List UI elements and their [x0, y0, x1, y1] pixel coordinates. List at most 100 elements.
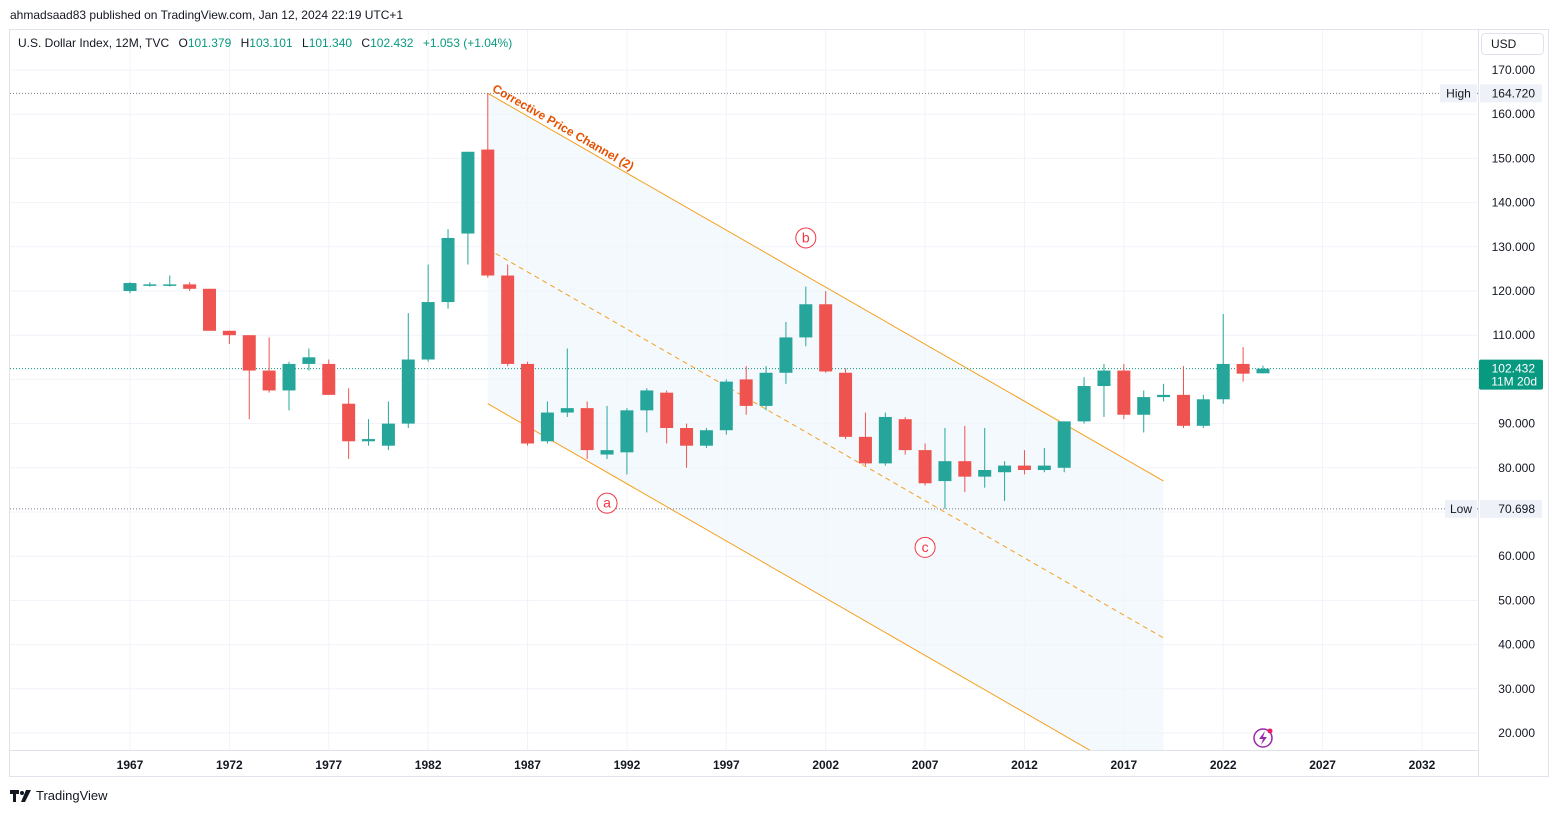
footer-brand[interactable]: TradingView — [10, 788, 108, 803]
change-value: +1.053 (+1.04%) — [422, 36, 513, 50]
open-label: O — [178, 36, 188, 50]
candle-body[interactable] — [362, 439, 376, 442]
low-value: 70.698 — [1498, 502, 1535, 516]
candle-body[interactable] — [1117, 370, 1131, 415]
x-tick-label: 2032 — [1409, 758, 1436, 772]
candle-body[interactable] — [739, 379, 753, 406]
candle-body[interactable] — [719, 381, 733, 431]
x-tick-label: 2017 — [1110, 758, 1137, 772]
candle-body[interactable] — [1176, 394, 1190, 426]
candle-body[interactable] — [1037, 465, 1051, 471]
x-tick-label: 2027 — [1309, 758, 1336, 772]
candle-body[interactable] — [839, 372, 853, 437]
x-tick-label: 2002 — [812, 758, 839, 772]
candle-body[interactable] — [540, 412, 554, 442]
candle-body[interactable] — [461, 151, 475, 234]
low-value: 101.340 — [308, 36, 353, 50]
low-label: Low — [1450, 502, 1472, 516]
candle-body[interactable] — [898, 419, 912, 451]
close-label: C — [361, 36, 371, 50]
x-tick-label: 1977 — [315, 758, 342, 772]
channel-median-line[interactable] — [487, 248, 1164, 639]
high-value: 164.720 — [1492, 86, 1536, 100]
candle-body[interactable] — [660, 392, 674, 429]
candle-body[interactable] — [978, 470, 992, 477]
candle-body[interactable] — [998, 465, 1012, 473]
candle-body[interactable] — [342, 403, 356, 442]
channel-lower-line[interactable] — [487, 403, 1164, 793]
wave-label-a: a — [603, 495, 611, 511]
y-tick-label: 50.000 — [1498, 593, 1535, 607]
y-tick-label: 90.000 — [1498, 417, 1535, 431]
candle-body[interactable] — [918, 450, 932, 484]
candle-body[interactable] — [123, 283, 137, 291]
candle-body[interactable] — [1057, 421, 1071, 468]
y-tick-label: 80.000 — [1498, 461, 1535, 475]
candle-body[interactable] — [441, 237, 455, 303]
candle-body[interactable] — [322, 363, 336, 395]
symbol-name[interactable]: U.S. Dollar Index, 12M, TVC — [18, 36, 170, 50]
candle-body[interactable] — [262, 370, 276, 391]
candle-body[interactable] — [958, 461, 972, 477]
candle-body[interactable] — [521, 363, 535, 444]
candle-body[interactable] — [1097, 370, 1111, 387]
x-tick-label: 1967 — [117, 758, 144, 772]
low-value-bg — [1480, 499, 1542, 518]
candle-body[interactable] — [819, 304, 833, 372]
candle-body[interactable] — [1236, 363, 1250, 374]
wave-label-circle[interactable] — [914, 536, 936, 558]
candle-body[interactable] — [1157, 394, 1171, 398]
candle-body[interactable] — [143, 284, 157, 286]
candle-body[interactable] — [1196, 399, 1210, 426]
candle-body[interactable] — [222, 330, 236, 336]
x-tick-label: 2022 — [1210, 758, 1237, 772]
y-tick-label: 60.000 — [1498, 549, 1535, 563]
candle-body[interactable] — [203, 288, 217, 331]
lightning-icon[interactable] — [1253, 728, 1273, 748]
candle-body[interactable] — [580, 408, 594, 451]
x-tick-label: 1997 — [713, 758, 740, 772]
x-tick-label: 1992 — [614, 758, 641, 772]
y-tick-label: 20.000 — [1498, 726, 1535, 740]
candle-body[interactable] — [1077, 386, 1091, 422]
footer-brand-label: TradingView — [36, 788, 108, 803]
candle-body[interactable] — [163, 284, 177, 286]
candle-body[interactable] — [560, 408, 574, 413]
candle-body[interactable] — [600, 450, 614, 455]
candle-body[interactable] — [1216, 363, 1230, 400]
candle-body[interactable] — [799, 304, 813, 338]
candle-body[interactable] — [1137, 397, 1151, 415]
high-label: High — [1446, 86, 1471, 100]
wave-label-circle[interactable] — [596, 492, 618, 514]
candle-body[interactable] — [620, 410, 634, 453]
channel-upper-line[interactable] — [487, 92, 1164, 482]
candle-body[interactable] — [381, 423, 395, 446]
candle-body[interactable] — [779, 337, 793, 373]
candle-body[interactable] — [501, 275, 515, 364]
candle-body[interactable] — [481, 149, 495, 276]
high-value: 103.101 — [249, 36, 293, 50]
candle-body[interactable] — [680, 428, 694, 446]
wave-label-circle[interactable] — [795, 227, 817, 249]
candle-body[interactable] — [759, 372, 773, 406]
x-tick-label: 1972 — [216, 758, 243, 772]
candle-body[interactable] — [183, 284, 197, 289]
candle-body[interactable] — [242, 335, 256, 371]
y-tick-label: 110.000 — [1493, 328, 1536, 342]
tradingview-logo-icon — [10, 789, 31, 802]
candle-body[interactable] — [878, 416, 892, 464]
currency-selector[interactable]: USD — [1481, 33, 1544, 55]
candle-body[interactable] — [938, 461, 952, 482]
candle-body[interactable] — [1256, 368, 1270, 374]
candle-body[interactable] — [699, 430, 713, 446]
candle-body[interactable] — [640, 390, 654, 411]
candle-body[interactable] — [282, 363, 296, 391]
x-tick-label: 1987 — [514, 758, 541, 772]
candle-body[interactable] — [421, 302, 435, 360]
candle-body[interactable] — [858, 436, 872, 464]
candle-body[interactable] — [401, 359, 415, 424]
y-tick-label: 130.000 — [1492, 240, 1536, 254]
candle-body[interactable] — [302, 357, 316, 364]
candle-body[interactable] — [1017, 465, 1031, 471]
